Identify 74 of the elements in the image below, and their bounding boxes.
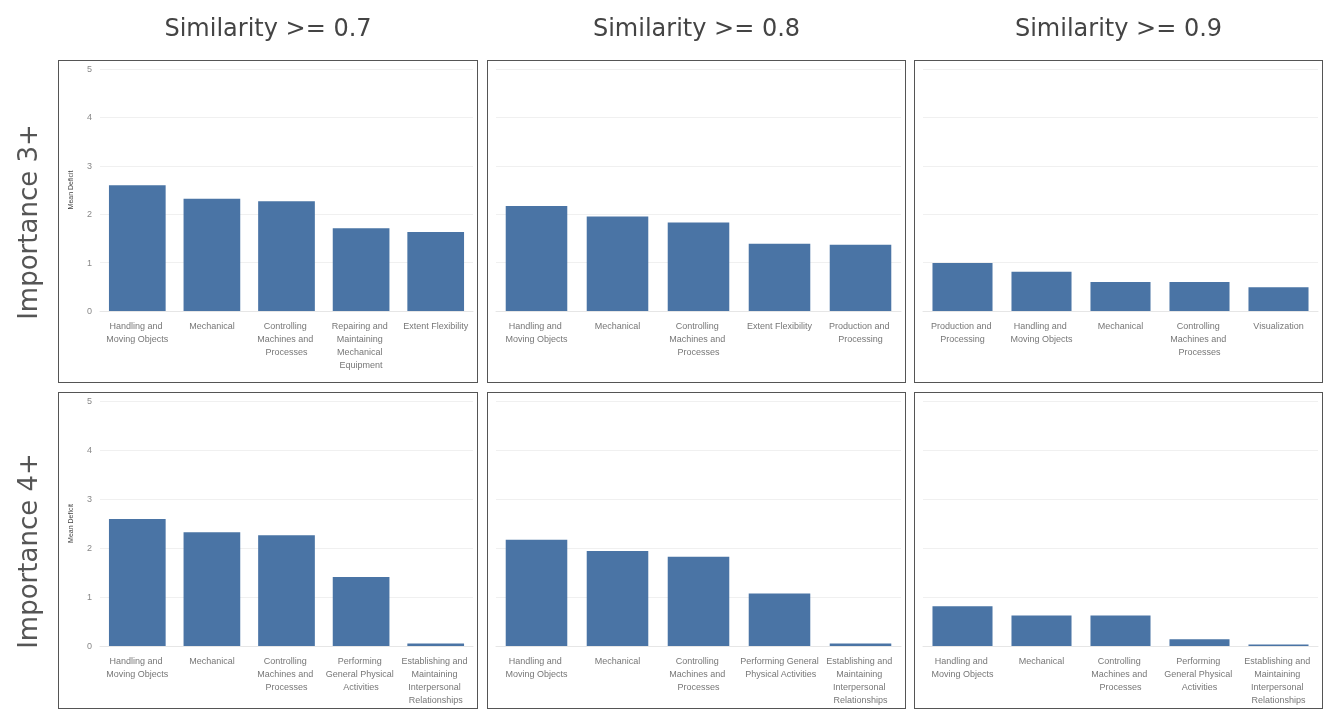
bar — [332, 228, 390, 311]
x-tick-label: Controlling Machines and Processes — [1091, 655, 1150, 692]
y-tick-label: 0 — [86, 306, 92, 316]
bar — [1248, 287, 1309, 311]
bar — [258, 201, 315, 311]
x-tick-label: Mechanical — [189, 320, 235, 331]
y-tick-label: 3 — [86, 494, 92, 504]
y-tick-label: 5 — [86, 396, 92, 406]
bar — [932, 606, 993, 646]
x-tick-label: Mechanical — [594, 655, 641, 666]
x-tick-label: Establishing and Maintaining Interpersonal Relationships — [1244, 655, 1313, 705]
x-tick-label: Mechanical — [189, 655, 235, 666]
bar — [586, 550, 649, 646]
y-tick-label: 2 — [86, 209, 92, 220]
chart-title: Similarity >= 0.9 — [1013, 14, 1224, 42]
bar — [1169, 639, 1230, 646]
bar — [667, 222, 730, 311]
x-tick-label: Performing General Physical Activities — [1164, 655, 1235, 692]
bar — [1090, 615, 1151, 646]
y-tick-label: 2 — [86, 543, 92, 553]
chart-title: Similarity >= 0.8 — [591, 14, 802, 42]
bar — [667, 556, 730, 646]
x-tick-label: Controlling Machines and Processes — [669, 655, 728, 692]
x-tick-label: Extent Flexibility — [746, 320, 813, 331]
x-tick-label: Extent Flexibility — [403, 320, 469, 331]
bar — [258, 535, 315, 646]
bar — [505, 205, 568, 311]
bar — [108, 519, 166, 646]
bar — [183, 198, 241, 311]
bar — [108, 185, 166, 311]
x-tick-label: Mechanical — [594, 320, 641, 331]
x-tick-label: Production and Processing — [930, 320, 995, 344]
x-tick-label: Establishing and Maintaining Interpersonal Relationships — [401, 655, 470, 705]
y-tick-label: 0 — [86, 641, 92, 651]
x-tick-label: Controlling Machines and Processes — [257, 655, 316, 692]
bar — [1169, 281, 1230, 311]
bar — [1011, 615, 1072, 646]
x-tick-label: Visualization — [1253, 320, 1304, 331]
x-tick-label: Handling and Moving Objects — [1010, 320, 1074, 344]
x-tick-label: Mechanical — [1097, 320, 1144, 331]
x-tick-label: Handling and Moving Objects — [505, 320, 569, 344]
x-tick-label: Handling and Moving Objects — [931, 655, 995, 679]
x-tick-label: Repairing and Maintaining Mechanical Equipment — [331, 320, 391, 370]
bar — [932, 263, 993, 311]
x-tick-label: Controlling Machines and Processes — [257, 320, 316, 357]
x-tick-label: Controlling Machines and Processes — [1170, 320, 1229, 357]
x-tick-label: Performing General Physical Activities — [740, 655, 819, 679]
x-tick-label: Production and Processing — [828, 320, 893, 344]
x-tick-label: Handling and Moving Objects — [106, 655, 169, 679]
x-tick-label: Establishing and Maintaining Interpersonal Relationships — [826, 655, 895, 705]
bar — [586, 216, 649, 311]
bar — [1090, 281, 1151, 311]
x-tick-label: Performing General Physical Activities — [325, 655, 397, 692]
bar — [183, 532, 241, 646]
bar — [829, 244, 892, 311]
y-tick-label: 1 — [86, 592, 92, 602]
x-tick-label: Handling and Moving Objects — [106, 320, 169, 344]
bar — [332, 576, 390, 646]
x-tick-label: Mechanical — [1018, 655, 1065, 666]
bar — [748, 243, 811, 311]
y-tick-label: 3 — [86, 160, 92, 171]
bar — [505, 539, 568, 646]
x-tick-label: Controlling Machines and Processes — [669, 320, 728, 357]
y-tick-label: 5 — [86, 64, 92, 74]
bar — [1011, 271, 1072, 311]
bar — [407, 232, 465, 311]
x-tick-label: Handling and Moving Objects — [505, 655, 569, 679]
text: Importance 4+ — [12, 451, 44, 651]
text: Importance 3+ — [12, 122, 44, 322]
bar — [748, 593, 811, 646]
y-tick-label: 1 — [86, 257, 92, 268]
y-tick-label: 4 — [86, 445, 92, 455]
y-tick-label: 4 — [86, 112, 92, 123]
chart-title: Similarity >= 0.7 — [163, 14, 373, 42]
